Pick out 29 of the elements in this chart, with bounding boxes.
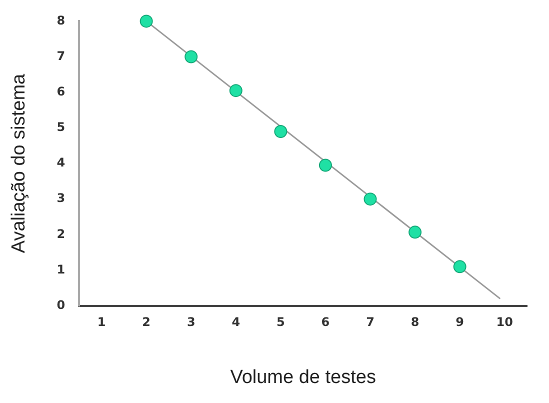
y-tick-label: 1 (56, 262, 66, 276)
x-tick-label: 9 (456, 315, 464, 330)
point (274, 124, 288, 138)
y-axis-title: Avaliação do sistema (8, 73, 30, 254)
x-tick-label: 8 (410, 315, 420, 330)
y-tick-label: 5 (56, 120, 66, 134)
y-tick-label: 4 (56, 156, 66, 170)
x-tick-label: 10 (496, 315, 513, 330)
x-tick-label: 1 (97, 315, 106, 330)
y-tick-label: 8 (56, 13, 66, 28)
point (453, 260, 466, 274)
point (184, 50, 198, 64)
point (318, 158, 332, 172)
x-tick-label: 2 (142, 315, 151, 330)
y-tick-label: 6 (56, 84, 66, 98)
x-tick-label: 5 (276, 315, 285, 330)
point (364, 192, 377, 206)
point (140, 14, 153, 28)
x-tick-label: 7 (366, 315, 374, 330)
x-tick-label: 4 (232, 315, 240, 330)
point (408, 226, 422, 239)
y-tick-label: 2 (56, 226, 66, 241)
point (229, 84, 242, 98)
x-axis-title: Volume de testes (230, 366, 376, 388)
x-tick-label: 3 (186, 315, 196, 330)
y-tick-label: 3 (56, 191, 66, 206)
y-tick-label: 7 (56, 48, 66, 63)
x-tick-label: 6 (321, 315, 330, 330)
y-tick-label: 0 (56, 298, 66, 312)
